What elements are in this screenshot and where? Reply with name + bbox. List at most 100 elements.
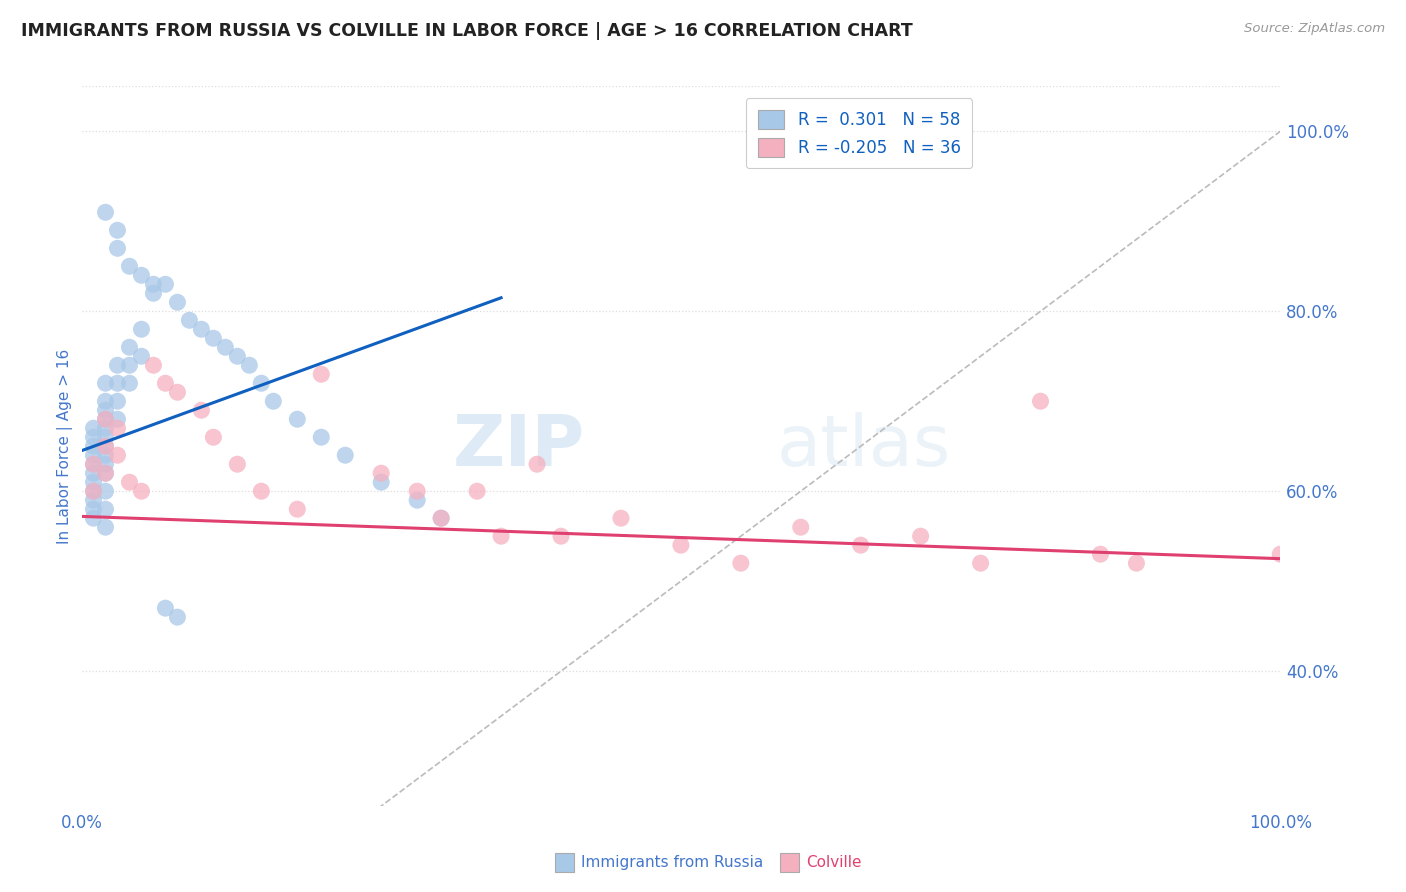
Point: [107, 223, 129, 237]
Point: [94, 412, 117, 426]
Point: [190, 403, 212, 417]
Point: [250, 376, 273, 391]
Point: [131, 322, 153, 336]
Point: [83, 457, 105, 471]
Point: [131, 349, 153, 363]
Point: [226, 457, 249, 471]
Point: [226, 349, 249, 363]
Point: [250, 484, 273, 499]
Point: [107, 448, 129, 462]
Point: [118, 340, 141, 354]
Point: [107, 394, 129, 409]
Point: [94, 439, 117, 453]
Point: [94, 502, 117, 516]
Text: atlas: atlas: [776, 412, 952, 481]
Point: [1090, 547, 1112, 561]
Point: [94, 466, 117, 480]
Point: [83, 502, 105, 516]
Point: [94, 430, 117, 444]
Point: [669, 538, 692, 552]
Text: Immigrants from Russia: Immigrants from Russia: [581, 855, 763, 870]
Text: Colville: Colville: [806, 855, 860, 870]
Point: [83, 457, 105, 471]
Point: [107, 358, 129, 372]
Point: [166, 610, 188, 624]
Text: IMMIGRANTS FROM RUSSIA VS COLVILLE IN LABOR FORCE | AGE > 16 CORRELATION CHART: IMMIGRANTS FROM RUSSIA VS COLVILLE IN LA…: [21, 22, 912, 40]
Point: [94, 394, 117, 409]
Point: [107, 412, 129, 426]
Point: [94, 457, 117, 471]
Point: [107, 376, 129, 391]
Point: [83, 466, 105, 480]
Point: [118, 376, 141, 391]
Point: [335, 448, 357, 462]
Point: [309, 368, 332, 382]
Point: [155, 277, 177, 292]
Point: [83, 484, 105, 499]
Point: [1029, 394, 1052, 409]
Point: [214, 340, 236, 354]
Point: [107, 421, 129, 435]
Point: [94, 448, 117, 462]
Point: [166, 295, 188, 310]
Point: [309, 430, 332, 444]
Point: [94, 412, 117, 426]
Point: [370, 475, 392, 490]
Point: [94, 421, 117, 435]
Point: [430, 511, 453, 525]
Point: [83, 511, 105, 525]
Point: [790, 520, 813, 534]
Point: [83, 439, 105, 453]
Point: [1125, 556, 1147, 570]
Point: [83, 484, 105, 499]
Point: [142, 277, 165, 292]
Point: [190, 322, 212, 336]
Point: [406, 484, 429, 499]
Point: [94, 439, 117, 453]
Point: [94, 466, 117, 480]
Point: [262, 394, 284, 409]
Point: [94, 205, 117, 219]
Point: [285, 502, 308, 516]
Point: [94, 520, 117, 534]
Point: [1270, 547, 1292, 561]
Point: [94, 403, 117, 417]
Point: [94, 376, 117, 391]
Point: [107, 241, 129, 255]
Point: [83, 475, 105, 490]
Point: [142, 286, 165, 301]
Point: [730, 556, 752, 570]
Point: [155, 601, 177, 615]
Point: [179, 313, 201, 327]
Point: [489, 529, 512, 543]
Point: [142, 358, 165, 372]
Point: [83, 421, 105, 435]
Point: [131, 268, 153, 283]
Point: [370, 466, 392, 480]
Point: [83, 448, 105, 462]
Point: [406, 493, 429, 508]
Point: [238, 358, 260, 372]
Point: [155, 376, 177, 391]
Point: [118, 475, 141, 490]
Point: [910, 529, 932, 543]
Y-axis label: In Labor Force | Age > 16: In Labor Force | Age > 16: [58, 349, 73, 544]
Point: [465, 484, 488, 499]
Text: ZIP: ZIP: [453, 412, 585, 481]
Point: [430, 511, 453, 525]
Point: [94, 484, 117, 499]
Point: [83, 493, 105, 508]
Point: [202, 331, 225, 345]
Text: Source: ZipAtlas.com: Source: ZipAtlas.com: [1244, 22, 1385, 36]
Point: [118, 358, 141, 372]
Point: [202, 430, 225, 444]
Legend: R =  0.301   N = 58, R = -0.205   N = 36: R = 0.301 N = 58, R = -0.205 N = 36: [747, 98, 972, 169]
Point: [118, 260, 141, 274]
Point: [83, 430, 105, 444]
Point: [550, 529, 572, 543]
Point: [285, 412, 308, 426]
Point: [166, 385, 188, 400]
Point: [849, 538, 872, 552]
Point: [526, 457, 548, 471]
Point: [969, 556, 991, 570]
